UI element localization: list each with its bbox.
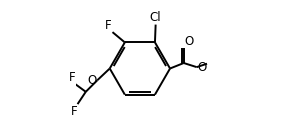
Text: O: O: [197, 61, 206, 74]
Text: F: F: [105, 19, 112, 32]
Text: F: F: [69, 71, 75, 84]
Text: O: O: [88, 74, 97, 87]
Text: Cl: Cl: [150, 11, 162, 24]
Text: F: F: [71, 105, 77, 118]
Text: O: O: [184, 35, 194, 48]
